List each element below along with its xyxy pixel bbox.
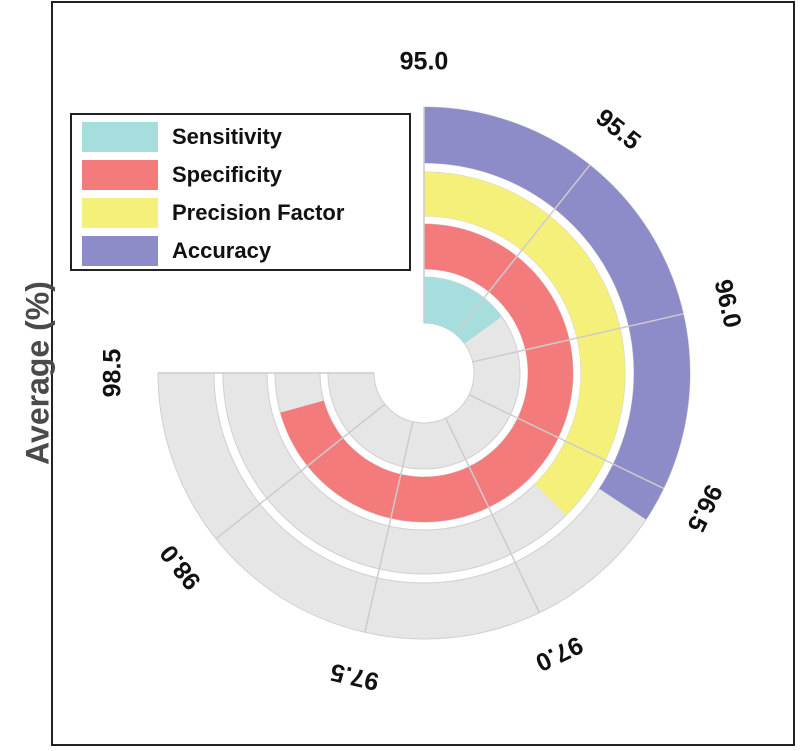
tick-label: 97.5 xyxy=(328,658,382,696)
tick-label: 96.5 xyxy=(681,480,727,536)
plot-frame xyxy=(51,1,795,746)
legend-swatch xyxy=(82,198,158,228)
legend-label: Accuracy xyxy=(172,238,272,263)
tick-label: 95.5 xyxy=(590,103,646,155)
tick-label: 97.0 xyxy=(531,630,587,676)
legend: Sensitivity Specificity Precision Factor Ac… xyxy=(70,113,411,271)
gridline xyxy=(472,313,684,363)
legend-swatch xyxy=(82,122,158,152)
legend-label: Precision Factor xyxy=(172,200,345,225)
angular-gridlines xyxy=(158,107,684,633)
tick-label: 98.0 xyxy=(154,539,206,595)
bar-sensitivity xyxy=(424,277,502,344)
gridline xyxy=(445,417,541,613)
y-axis-label: Average (%) xyxy=(19,281,55,465)
gridline xyxy=(364,421,414,633)
gridline xyxy=(454,164,591,335)
gridline xyxy=(468,394,664,490)
legend-label: Specificity xyxy=(172,162,283,187)
data-bars xyxy=(280,107,690,522)
legend-swatch xyxy=(82,236,158,266)
tick-label: 95.0 xyxy=(400,48,449,76)
bar-specificity xyxy=(280,224,573,522)
gridline xyxy=(215,403,386,540)
bar-accuracy xyxy=(424,107,690,520)
bar-precision-factor xyxy=(424,172,625,516)
tick-label: 98.5 xyxy=(99,349,127,398)
tick-label: 96.0 xyxy=(709,277,747,331)
legend-label: Sensitivity xyxy=(172,124,283,149)
legend-swatch xyxy=(82,160,158,190)
